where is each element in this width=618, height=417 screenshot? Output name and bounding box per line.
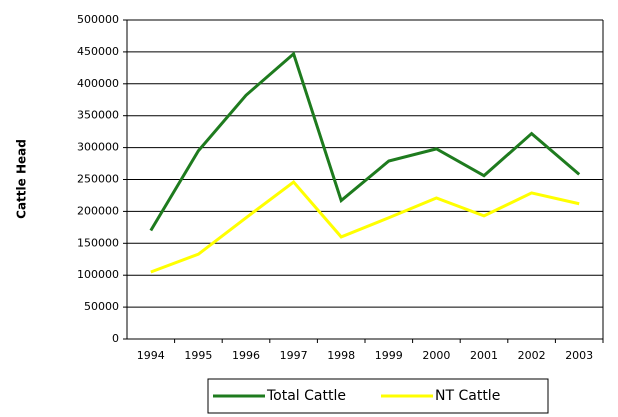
line-series [149, 51, 581, 232]
y-axis-label: Cattle Head [15, 139, 29, 219]
y-tick-label: 300000 [77, 141, 119, 154]
y-tick-label: 50000 [84, 300, 119, 313]
line-series [150, 180, 580, 274]
y-tick-label: 150000 [77, 236, 119, 249]
legend-label: Total Cattle [266, 388, 346, 404]
x-tick-label: 2000 [422, 349, 450, 362]
y-tick-label: 500000 [77, 13, 119, 26]
x-tick-label: 1997 [280, 349, 308, 362]
x-tick-label: 2003 [565, 349, 593, 362]
x-tick-label: 1996 [232, 349, 260, 362]
y-tick-label: 0 [112, 332, 119, 345]
y-tick-label: 400000 [77, 77, 119, 90]
legend-label: NT Cattle [435, 388, 500, 404]
y-tick-label: 100000 [77, 268, 119, 281]
x-tick-label: 1995 [184, 349, 212, 362]
y-tick-label: 350000 [77, 109, 119, 122]
y-tick-label: 450000 [77, 45, 119, 58]
x-tick-label: 1994 [137, 349, 165, 362]
x-tick-label: 2002 [518, 349, 546, 362]
x-tick-label: 1999 [375, 349, 403, 362]
x-tick-label: 1998 [327, 349, 355, 362]
y-tick-label: 200000 [77, 204, 119, 217]
x-tick-label: 2001 [470, 349, 498, 362]
y-tick-label: 250000 [77, 173, 119, 186]
